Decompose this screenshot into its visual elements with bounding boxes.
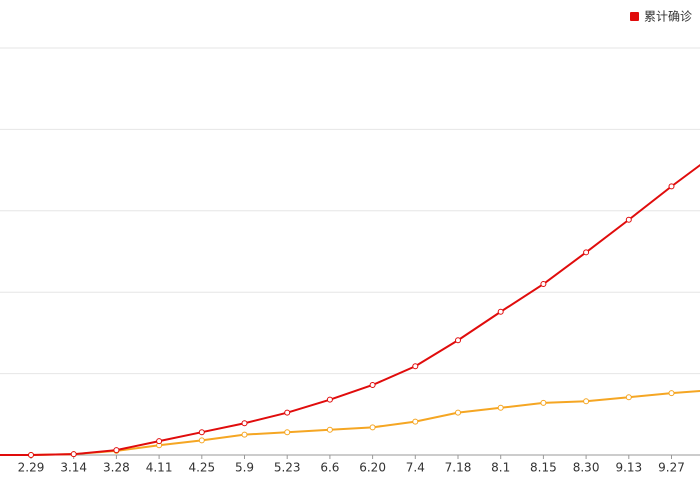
line [0, 163, 700, 456]
point [497, 404, 504, 411]
point [28, 452, 34, 458]
x-tick-label: 8.30 [573, 461, 600, 475]
point [540, 281, 547, 288]
point [668, 183, 675, 190]
point [583, 249, 590, 256]
point [412, 418, 419, 425]
point [625, 394, 632, 401]
x-tick-label: 3.14 [60, 461, 87, 475]
point [326, 426, 333, 433]
legend-swatch [630, 12, 639, 21]
point [455, 409, 461, 416]
point [625, 216, 632, 223]
point [113, 447, 120, 454]
x-tick-label: 6.20 [359, 461, 386, 475]
point [284, 409, 291, 416]
point [497, 308, 504, 315]
x-tick-label: 7.4 [406, 461, 425, 475]
point [284, 429, 291, 436]
x-tick-label: 5.9 [235, 461, 254, 475]
x-tick-label: 7.18 [445, 461, 472, 475]
x-tick-label: 9.13 [615, 461, 642, 475]
x-tick-label: 8.1 [491, 461, 510, 475]
point [668, 390, 675, 397]
x-tick-label: 4.25 [188, 461, 215, 475]
x-tick-label: 5.23 [274, 461, 301, 475]
x-tick-label: 9.27 [658, 461, 685, 475]
point [583, 398, 590, 405]
point [540, 399, 547, 406]
point [326, 396, 333, 403]
x-tick-label: 4.11 [146, 461, 173, 475]
point [241, 431, 248, 438]
x-tick-label: 8.15 [530, 461, 557, 475]
point [156, 438, 163, 445]
point [369, 424, 376, 431]
point [455, 337, 461, 344]
point [369, 381, 376, 388]
line [0, 389, 700, 456]
x-tick-label: 3.28 [103, 461, 130, 475]
x-tick-label: 6.6 [320, 461, 339, 475]
x-tick-label: 2.29 [18, 461, 45, 475]
point [241, 420, 248, 427]
point [70, 451, 77, 458]
point [198, 429, 205, 436]
point [412, 363, 419, 370]
point [198, 437, 205, 444]
legend-label: 累计确诊 [644, 10, 692, 24]
